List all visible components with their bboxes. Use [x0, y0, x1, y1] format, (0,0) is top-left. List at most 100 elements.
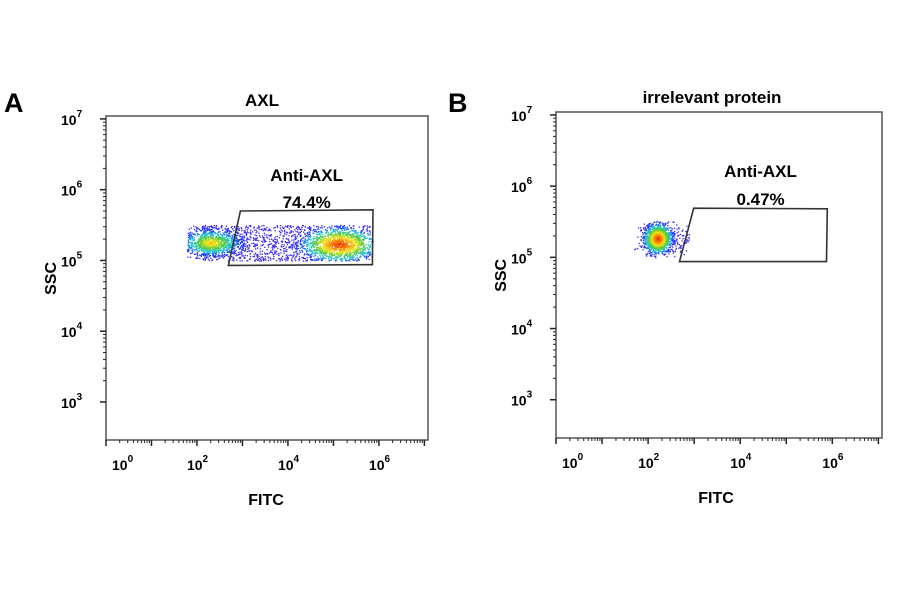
event-dot	[349, 251, 351, 253]
event-dot	[331, 254, 334, 256]
event-dot	[306, 251, 308, 253]
event-dot	[211, 228, 213, 230]
event-dot	[349, 231, 351, 233]
event-dot	[322, 244, 324, 246]
event-dot	[337, 233, 339, 235]
event-dot	[207, 253, 209, 255]
event-dot	[212, 243, 214, 245]
event-dot	[337, 252, 339, 254]
event-dot	[291, 239, 293, 241]
event-dot	[192, 251, 194, 253]
event-dot	[347, 236, 349, 238]
event-dot	[656, 234, 658, 236]
event-dot	[321, 227, 323, 229]
event-dot	[346, 253, 348, 256]
event-dot	[651, 247, 654, 249]
event-dot	[303, 242, 305, 244]
event-dot	[224, 245, 226, 247]
event-dot	[209, 236, 211, 238]
event-dot	[349, 256, 351, 258]
event-dot	[334, 248, 336, 250]
event-dot	[668, 236, 671, 239]
event-dot	[274, 252, 276, 255]
event-dot	[212, 241, 214, 243]
event-dot	[337, 243, 339, 245]
event-dot	[302, 225, 305, 227]
event-dot	[667, 236, 669, 238]
event-dot	[650, 230, 652, 233]
event-dot	[349, 258, 351, 260]
event-dot	[363, 244, 365, 246]
event-dot	[677, 235, 679, 237]
event-dot	[199, 245, 201, 247]
event-dot	[663, 254, 665, 256]
event-dot	[336, 237, 339, 239]
event-dot	[317, 256, 319, 258]
event-dot	[361, 252, 363, 254]
event-dot	[282, 227, 285, 230]
event-dot	[234, 227, 236, 229]
event-dot	[332, 248, 334, 250]
event-dot	[355, 231, 357, 233]
event-dot	[264, 258, 267, 260]
event-dot	[299, 251, 301, 254]
event-dot	[320, 227, 322, 229]
event-dot	[338, 235, 341, 237]
event-dot	[337, 240, 339, 242]
event-dot	[321, 242, 324, 244]
event-dot	[220, 249, 223, 251]
event-dot	[659, 250, 661, 253]
event-dot	[189, 237, 191, 239]
event-dot	[243, 249, 245, 252]
event-dot	[355, 253, 357, 255]
event-dot	[256, 255, 259, 257]
event-dot	[242, 247, 244, 249]
event-dot	[646, 253, 648, 256]
event-dot	[326, 238, 328, 241]
event-dot	[655, 237, 657, 239]
event-dot	[311, 259, 313, 261]
event-dot	[316, 252, 318, 254]
event-dot	[330, 244, 333, 246]
event-dot	[322, 252, 325, 254]
event-dot	[341, 240, 344, 242]
event-dot	[664, 245, 666, 247]
event-dot	[341, 236, 343, 238]
event-dot	[653, 233, 655, 235]
event-dot	[264, 252, 266, 254]
event-dot	[322, 235, 324, 238]
event-dot	[211, 249, 213, 252]
event-dot	[224, 238, 226, 240]
event-dot	[338, 238, 341, 240]
event-dot	[188, 248, 190, 250]
event-dot	[665, 238, 667, 240]
event-dot	[297, 241, 299, 243]
event-dot	[320, 247, 322, 249]
event-dot	[234, 251, 236, 254]
event-dot	[329, 252, 331, 254]
event-dot	[335, 247, 337, 249]
event-dot	[201, 253, 203, 255]
event-dot	[327, 240, 329, 243]
event-dot	[197, 243, 199, 245]
event-dot	[291, 260, 293, 262]
event-dot	[270, 243, 272, 245]
event-dot	[205, 227, 207, 230]
event-dot	[305, 249, 308, 251]
event-dot	[331, 245, 333, 247]
event-dot	[210, 237, 212, 239]
event-dot	[680, 250, 682, 252]
event-dot	[191, 238, 193, 240]
event-dot	[284, 258, 286, 261]
event-dot	[341, 258, 344, 260]
event-dot	[296, 231, 299, 233]
event-dot	[236, 239, 238, 242]
event-dot	[253, 227, 255, 229]
x-tick-label: 100	[112, 454, 134, 473]
event-dot	[342, 246, 344, 248]
event-dot	[337, 256, 340, 259]
event-dot	[686, 225, 688, 227]
event-dot	[248, 247, 250, 249]
event-dot	[663, 238, 665, 240]
event-dot	[685, 250, 688, 252]
